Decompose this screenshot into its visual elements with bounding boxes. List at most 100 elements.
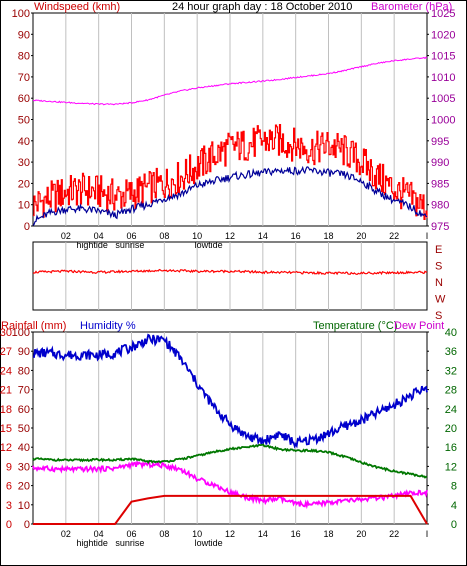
rainfall-tick-label: 15 — [0, 423, 12, 435]
rainfall-tick-label: 18 — [0, 404, 12, 416]
rainfall-tick-label: 12 — [0, 442, 12, 454]
windspeed-tick-label: 0 — [24, 221, 30, 233]
temperature-tick-label: 36 — [445, 346, 457, 358]
barometer-tick-label: 1005 — [431, 93, 455, 105]
wind-direction-line — [32, 268, 428, 276]
x-tick-label: 08 — [159, 231, 169, 241]
barometer-tick-label: 980 — [431, 200, 449, 212]
dewpoint-axis-label: Dew Point — [394, 320, 444, 332]
x-tick-label: 10 — [192, 529, 202, 539]
chart-title: 24 hour graph day : 18 October 2010 — [172, 1, 352, 13]
sunrise-label: sunrise — [115, 538, 144, 548]
rainfall-tick-label: 27 — [0, 346, 12, 358]
barometer-tick-label: 1015 — [431, 51, 455, 63]
x-tick-label: 06 — [126, 529, 136, 539]
temperature-line — [32, 443, 428, 479]
windspeed-tick-label: 90 — [18, 29, 30, 41]
temperature-tick-label: 0 — [451, 519, 457, 531]
x-tick-label: 04 — [94, 231, 104, 241]
rainfall-tick-label: 24 — [0, 365, 12, 377]
rainfall-tick-label: 6 — [6, 481, 12, 493]
x-tick-label: 02 — [61, 529, 71, 539]
hightide-label: hightide — [76, 538, 108, 548]
humidity-line — [32, 333, 428, 449]
average-wind-line — [32, 165, 428, 226]
x-tick-label: 12 — [225, 231, 235, 241]
x-tick-label: 04 — [94, 529, 104, 539]
rainfall-tick-label: 3 — [6, 500, 12, 512]
temperature-tick-label: 28 — [445, 385, 457, 397]
humidity-tick-label: 60 — [18, 404, 30, 416]
humidity-tick-label: 80 — [18, 365, 30, 377]
temperature-tick-label: 16 — [445, 442, 457, 454]
x-tick-label: 20 — [356, 529, 366, 539]
x-tick-label: 20 — [356, 231, 366, 241]
temperature-tick-label: 4 — [451, 500, 457, 512]
temperature-tick-label: 40 — [445, 327, 457, 339]
x-tick-label: 16 — [291, 231, 301, 241]
windspeed-axis-label: Windspeed (kmh) — [34, 1, 120, 13]
rainfall-tick-label: 0 — [6, 519, 12, 531]
barometer-tick-label: 1025 — [431, 8, 455, 20]
temperature-tick-label: 8 — [451, 481, 457, 493]
rainfall-tick-label: 9 — [6, 461, 12, 473]
x-tick-label: 08 — [159, 529, 169, 539]
temperature-axis-label: Temperature (°C) — [313, 320, 397, 332]
barometer-tick-label: 975 — [431, 221, 449, 233]
x-tick-label: 22 — [389, 529, 399, 539]
humidity-tick-label: 70 — [18, 385, 30, 397]
barometer-tick-label: 985 — [431, 178, 449, 190]
barometer-axis-label: Barometer (hPa) — [371, 1, 452, 13]
x-tick-label: 16 — [291, 529, 301, 539]
x-tick-label: 02 — [61, 231, 71, 241]
hightide-label: hightide — [76, 240, 108, 250]
sunrise-label: sunrise — [115, 240, 144, 250]
windspeed-tick-label: 50 — [18, 115, 30, 127]
axis-ticks: 02 04 06 08 10 12 14 16 18 20 22 I02 04 06 08 10 12 14 16 1… — [0, 8, 457, 548]
barometer-line — [32, 56, 428, 106]
lowtide-label: lowtide — [195, 240, 223, 250]
x-tick-label: 18 — [323, 231, 333, 241]
x-tick-label: 18 — [323, 529, 333, 539]
windspeed-tick-label: 40 — [18, 136, 30, 148]
temperature-tick-label: 12 — [445, 461, 457, 473]
grid-lines — [65, 13, 395, 524]
rainfall-line — [33, 494, 428, 525]
x-tick-label: 12 — [225, 529, 235, 539]
humidity-tick-label: 100 — [12, 327, 30, 339]
x-tick-label: 06 — [126, 231, 136, 241]
temperature-tick-label: 32 — [445, 365, 457, 377]
x-tick-label: 14 — [258, 231, 268, 241]
barometer-tick-label: 1010 — [431, 72, 455, 84]
humidity-tick-label: 0 — [24, 519, 30, 531]
rainfall-tick-label: 30 — [0, 327, 12, 339]
direction-label: E — [435, 244, 442, 256]
x-tick-label: 22 — [389, 231, 399, 241]
data-series — [32, 56, 428, 525]
humidity-tick-label: 10 — [18, 500, 30, 512]
direction-label: W — [435, 294, 446, 306]
lowtide-label: lowtide — [195, 538, 223, 548]
temperature-tick-label: 24 — [445, 404, 457, 416]
windspeed-tick-label: 20 — [18, 178, 30, 190]
rainfall-axis-label: Rainfall (mm) — [1, 320, 66, 332]
humidity-tick-label: 30 — [18, 461, 30, 473]
barometer-tick-label: 1000 — [431, 115, 455, 127]
windspeed-tick-label: 30 — [18, 157, 30, 169]
windspeed-tick-label: 70 — [18, 72, 30, 84]
barometer-tick-label: 1020 — [431, 29, 455, 41]
x-tick-label: 14 — [258, 529, 268, 539]
humidity-tick-label: 50 — [18, 423, 30, 435]
windspeed-tick-label: 100 — [12, 8, 30, 20]
direction-label: N — [435, 277, 443, 289]
humidity-tick-label: 20 — [18, 481, 30, 493]
windspeed-tick-label: 80 — [18, 51, 30, 63]
temperature-tick-label: 20 — [445, 423, 457, 435]
x-tick-label: I — [426, 529, 429, 539]
direction-label: S — [435, 310, 442, 322]
windspeed-tick-label: 10 — [18, 200, 30, 212]
windspeed-line — [33, 124, 428, 220]
x-tick-label: I — [426, 231, 429, 241]
